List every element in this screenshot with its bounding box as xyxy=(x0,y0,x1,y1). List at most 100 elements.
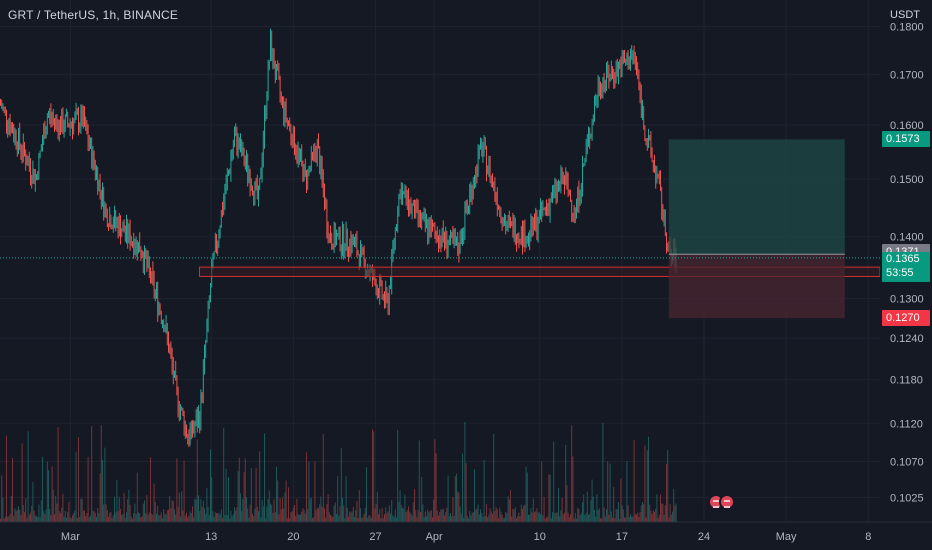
volume-bar xyxy=(436,510,438,522)
volume-bar xyxy=(555,512,557,522)
volume-bar xyxy=(595,516,597,522)
volume-bar xyxy=(127,499,129,522)
volume-bar xyxy=(492,513,493,522)
volume-bar xyxy=(276,466,277,522)
volume-bar xyxy=(94,513,96,522)
volume-bar xyxy=(70,518,72,522)
volume-bar xyxy=(20,515,22,522)
volume-bar xyxy=(542,515,544,522)
volume-bar xyxy=(210,449,211,522)
volume-bar xyxy=(111,518,113,522)
volume-bar xyxy=(438,515,439,522)
volume-bar xyxy=(302,508,304,522)
volume-bar xyxy=(103,504,105,522)
volume-bar xyxy=(355,510,357,522)
volume-bar xyxy=(618,502,619,522)
volume-bar xyxy=(430,510,432,522)
price-tick-label: 0.1400 xyxy=(890,232,924,244)
volume-bar xyxy=(114,496,115,522)
volume-bar xyxy=(490,511,492,522)
stop-price-badge: 0.1270 xyxy=(882,310,930,327)
volume-bar xyxy=(520,504,522,522)
volume-bar xyxy=(117,511,119,522)
volume-bar xyxy=(471,512,473,522)
volume-bar xyxy=(643,504,645,522)
volume-bar xyxy=(201,506,203,522)
volume-bar xyxy=(106,510,108,522)
volume-bar xyxy=(144,500,145,522)
volume-bar xyxy=(205,514,207,522)
volume-bar xyxy=(429,510,431,522)
volume-bar xyxy=(212,511,214,522)
volume-bar xyxy=(604,516,606,522)
volume-bar xyxy=(585,512,587,522)
currency-label: USDT xyxy=(890,9,920,21)
volume-bar xyxy=(519,516,521,522)
volume-bar xyxy=(178,492,180,522)
volume-bar xyxy=(609,463,611,522)
volume-bar xyxy=(484,515,486,522)
volume-bar xyxy=(274,512,276,522)
volume-bar xyxy=(566,485,568,522)
volume-bar xyxy=(399,490,401,522)
volume-bar xyxy=(186,512,187,522)
symbol-title[interactable]: GRT / TetherUS, 1h, BINANCE xyxy=(8,8,179,22)
volume-bar xyxy=(307,509,309,522)
volume-bar xyxy=(596,494,598,522)
volume-bar xyxy=(170,508,172,522)
volume-bar xyxy=(316,507,318,522)
time-tick-label: May xyxy=(776,531,797,543)
volume-bar xyxy=(660,494,661,522)
volume-bar xyxy=(158,515,160,522)
volume-bar xyxy=(162,518,163,522)
economic-event-icon[interactable] xyxy=(719,494,736,510)
volume-bar xyxy=(313,516,315,522)
volume-bar xyxy=(573,518,575,522)
volume-bar xyxy=(64,510,66,522)
volume-bar xyxy=(247,508,249,522)
volume-bar xyxy=(220,509,222,522)
volume-bar xyxy=(181,491,183,522)
volume-bar xyxy=(638,516,640,522)
price-tick-label: 0.1800 xyxy=(890,22,924,34)
volume-bar xyxy=(674,505,676,522)
volume-bar xyxy=(651,514,653,522)
volume-bar xyxy=(390,513,391,522)
volume-bar xyxy=(333,505,335,522)
volume-bar xyxy=(498,518,499,522)
volume-bar xyxy=(280,509,282,522)
volume-bar xyxy=(86,513,88,522)
volume-bar xyxy=(160,512,162,522)
volume-bar xyxy=(102,460,103,522)
volume-bar xyxy=(271,505,273,522)
volume-bar xyxy=(621,505,623,522)
volume-bar xyxy=(52,489,54,522)
volume-bar xyxy=(627,505,629,522)
volume-bar xyxy=(601,518,603,522)
volume-bar xyxy=(444,515,445,522)
volume-bar xyxy=(219,514,221,522)
volume-bar xyxy=(174,509,175,522)
volume-bar xyxy=(150,457,151,522)
volume-bar xyxy=(536,508,538,522)
volume-bar xyxy=(667,450,669,522)
volume-bar xyxy=(370,517,372,522)
volume-bar xyxy=(459,506,461,522)
volume-bar xyxy=(67,511,69,522)
volume-bar xyxy=(266,506,268,522)
volume-bar xyxy=(598,508,600,522)
volume-bar xyxy=(626,460,628,522)
volume-bar xyxy=(560,510,562,522)
volume-bar xyxy=(51,466,53,522)
volume-bar xyxy=(163,509,165,522)
volume-bar xyxy=(453,516,455,522)
volume-bar xyxy=(379,509,381,522)
volume-bar xyxy=(273,499,275,522)
volume-bar xyxy=(40,500,42,522)
volume-bar xyxy=(463,517,465,522)
price-tick-label: 0.1500 xyxy=(890,174,924,186)
volume-bar xyxy=(6,435,7,522)
volume-bar xyxy=(184,515,186,522)
volume-bar xyxy=(458,492,460,522)
